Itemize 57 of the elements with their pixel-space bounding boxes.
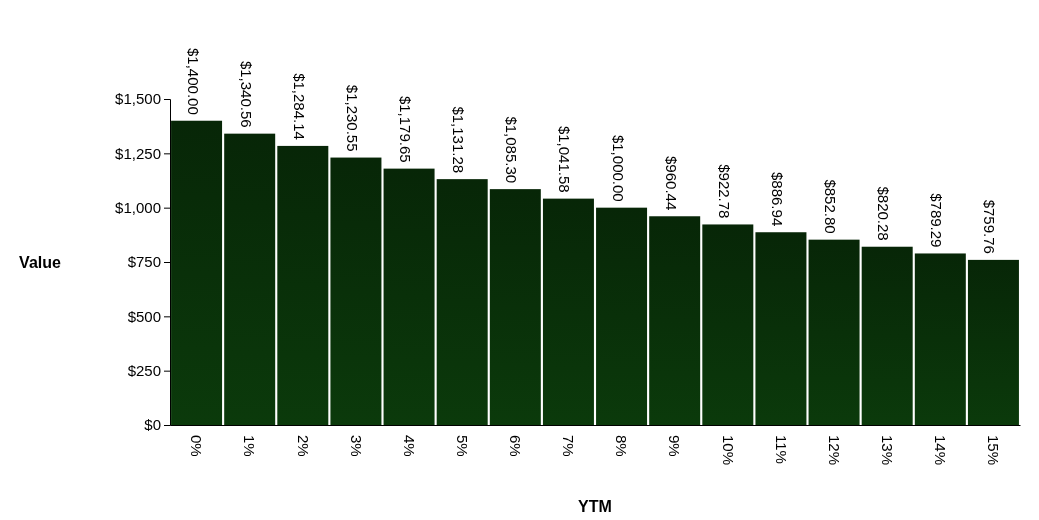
bar: [808, 239, 860, 425]
x-tick-label: 7%: [560, 435, 578, 457]
bar: [436, 179, 488, 425]
x-tick-label: 12%: [825, 435, 843, 466]
x-tick-label: 9%: [666, 435, 684, 457]
x-tick-label: 13%: [878, 435, 896, 466]
data-label: $960.44: [662, 156, 680, 211]
data-label: $852.80: [822, 179, 840, 234]
x-tick-label: 15%: [985, 435, 1003, 466]
data-label: $1,284.14: [290, 73, 308, 140]
y-tick-label: $1,000: [115, 198, 161, 216]
x-tick-label: 3%: [347, 435, 365, 457]
x-tick-label: 2%: [294, 435, 312, 457]
bar: [489, 189, 541, 425]
data-label: $1,340.56: [237, 60, 255, 128]
bar: [330, 157, 382, 425]
y-tick-label: $750: [127, 253, 161, 271]
bar: [542, 198, 594, 425]
bar: [596, 207, 648, 425]
x-tick-label: 11%: [772, 435, 790, 464]
bar: [277, 145, 329, 425]
x-axis-title: YTM: [578, 498, 612, 515]
bar: [914, 253, 966, 425]
y-tick-label: $500: [127, 307, 161, 325]
y-tick-label: $250: [127, 361, 161, 379]
data-label: $759.76: [981, 199, 999, 254]
bar: [755, 232, 807, 425]
y-tick-label: $1,500: [115, 90, 161, 108]
x-tick-label: 1%: [241, 435, 259, 457]
bar: [171, 120, 223, 425]
bar: [224, 133, 276, 425]
data-label: $789.29: [928, 193, 946, 248]
data-label: $1,230.55: [343, 84, 361, 152]
data-label: $820.28: [875, 186, 893, 241]
x-tick-label: 6%: [507, 435, 525, 457]
data-label: $1,041.58: [556, 125, 574, 193]
bar: [861, 246, 913, 425]
data-label: $1,131.28: [450, 106, 468, 174]
y-axis-title: Value: [19, 254, 61, 271]
x-tick-label: 0%: [188, 435, 206, 457]
x-tick-label: 4%: [400, 435, 418, 457]
bar: [383, 168, 435, 425]
bar: [967, 259, 1019, 425]
data-label: $922.78: [715, 164, 733, 219]
x-tick-label: 10%: [719, 435, 737, 466]
bar: [702, 224, 754, 425]
data-label: $1,400.00: [184, 48, 202, 115]
y-tick-label: $0: [144, 416, 161, 434]
data-label: $1,085.30: [503, 116, 521, 184]
x-tick-label: 14%: [932, 435, 950, 466]
y-tick-label: $1,250: [115, 144, 161, 162]
data-label: $1,179.65: [397, 95, 415, 163]
bar: [649, 216, 701, 425]
x-tick-label: 5%: [453, 435, 471, 457]
data-label: $1,000.00: [609, 134, 627, 202]
x-tick-label: 8%: [613, 435, 631, 457]
data-label: $886.94: [768, 172, 786, 227]
